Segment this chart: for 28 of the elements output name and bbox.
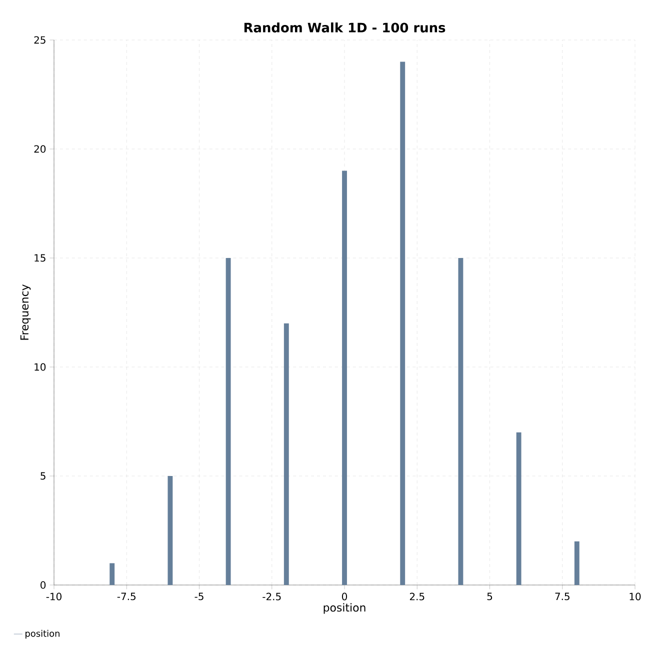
- x-tick-label: -5: [194, 592, 204, 600]
- text: position: [26, 630, 60, 639]
- x-tick-label: -7.5: [117, 592, 136, 600]
- x-tick-label: 0: [342, 592, 348, 600]
- bar: [400, 62, 406, 585]
- y-tick-label: 25: [34, 36, 46, 44]
- bar: [168, 476, 173, 585]
- y-tick-label: 10: [34, 363, 46, 371]
- y-tick-label: 20: [34, 145, 46, 153]
- x-tick-label: 7.5: [555, 592, 570, 600]
- bar: [574, 541, 580, 585]
- bar: [342, 170, 347, 585]
- x-tick-label: -10: [46, 592, 62, 600]
- x-tick-label: 10: [630, 592, 641, 600]
- y-axis-title: Frequency: [20, 284, 31, 340]
- x-tick-label: -2.5: [262, 592, 281, 600]
- y-tick-label: 0: [40, 581, 46, 589]
- bar: [110, 563, 115, 585]
- y-tick-label: 15: [34, 254, 46, 262]
- bar: [226, 258, 231, 585]
- x-tick-label: 5: [487, 592, 492, 600]
- bar: [516, 432, 522, 585]
- chart-title: Random Walk 1D - 100 runs: [244, 22, 446, 32]
- x-tick-label: 2.5: [410, 592, 424, 600]
- bar: [458, 258, 464, 585]
- x-axis-title: position: [324, 603, 366, 614]
- y-tick-label: 5: [40, 472, 46, 480]
- bar: [284, 323, 289, 585]
